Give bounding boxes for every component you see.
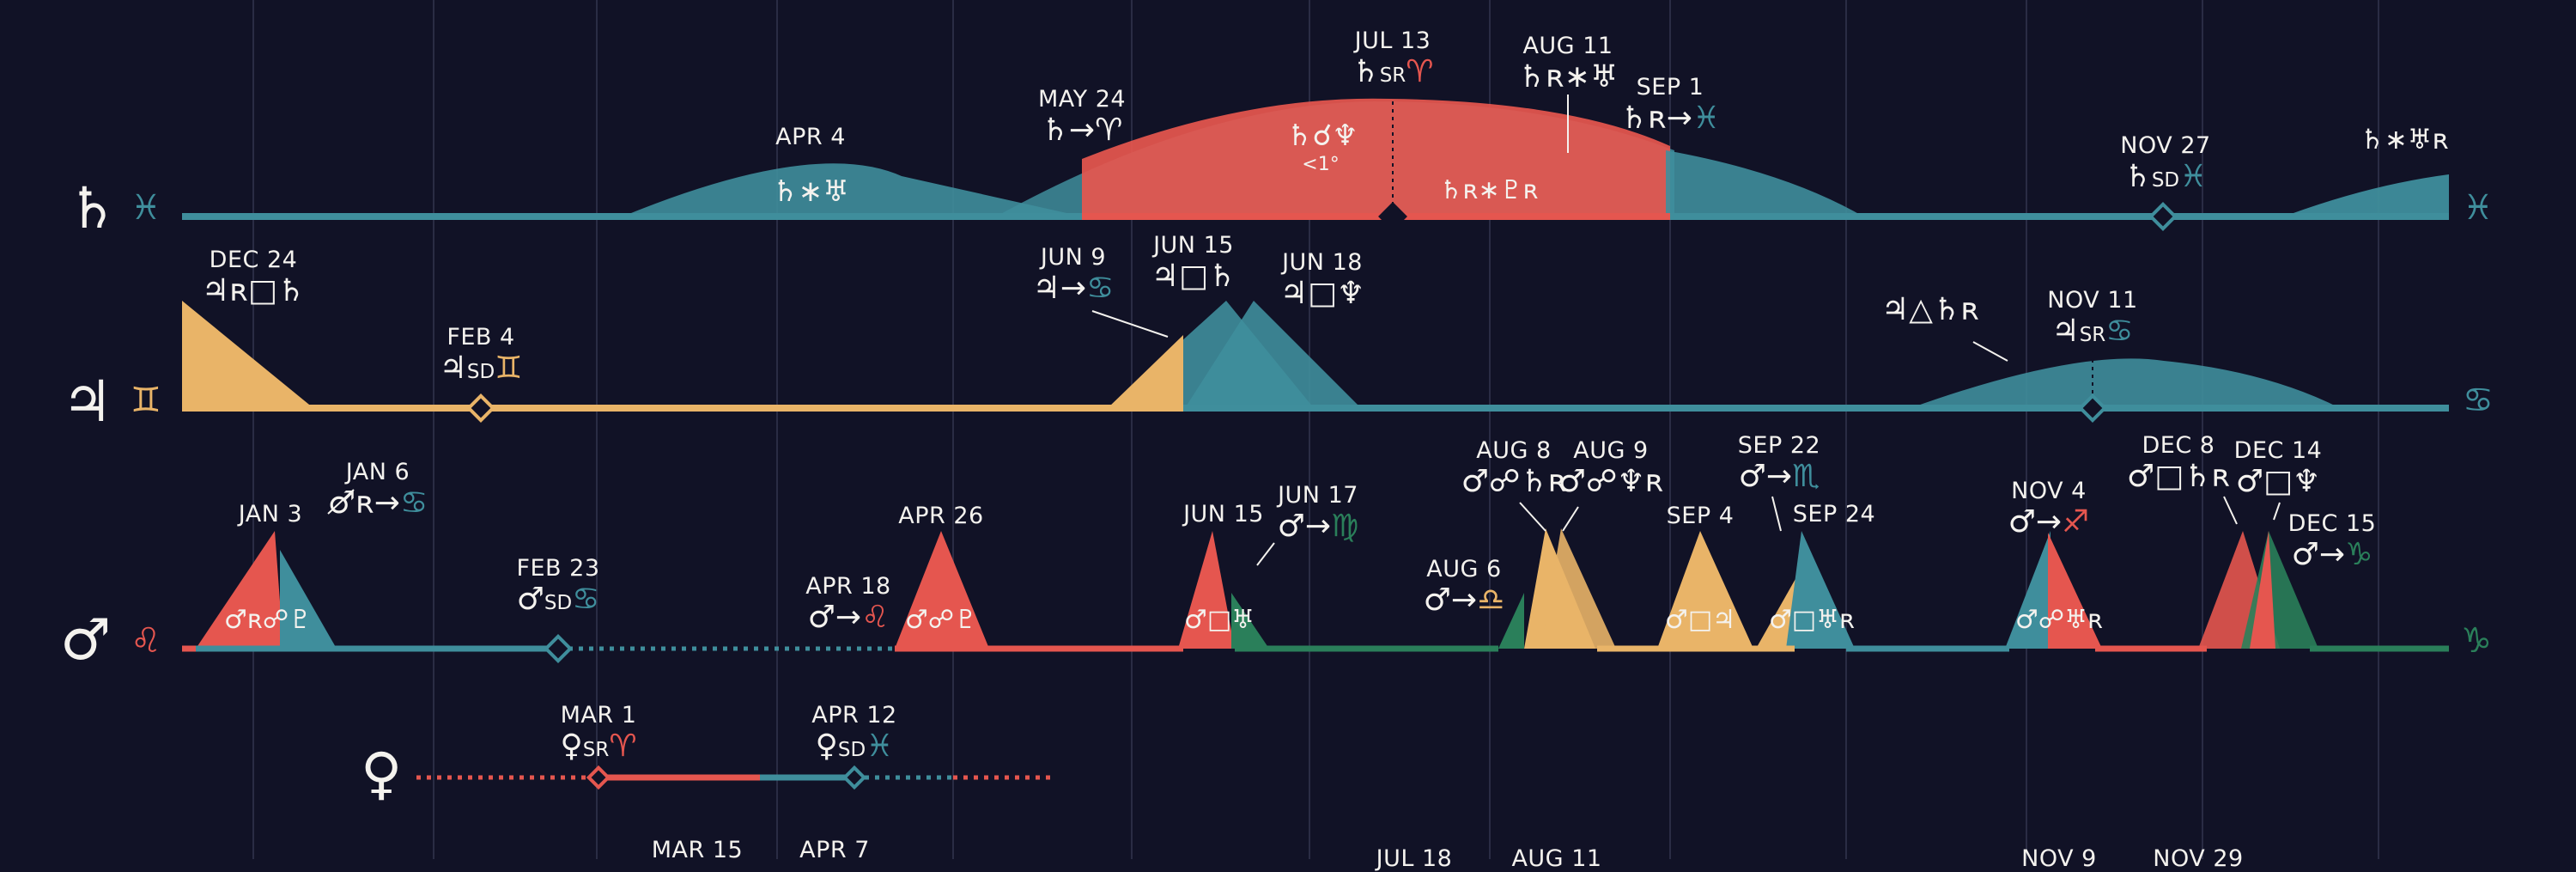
label-bottom-apr7: APR 7 [799, 837, 870, 863]
jupiter-dome [1911, 358, 2340, 408]
label-mars-sep24: SEP 24 [1792, 501, 1876, 527]
mars-nov4-aspect: ♂☍♅ʀ [2014, 605, 2104, 635]
mars-sep4-aspect: ♂□♃ [1664, 605, 1736, 635]
mars-jan3-aspect: ♂ʀ☍♇ [223, 605, 313, 635]
label-sat-sep1: SEP 1 ♄ʀ→♓ [1619, 74, 1721, 137]
label-mars-apr26: APR 26 [898, 503, 984, 529]
mars-apr26-aspect: ♂☍♇ [904, 605, 978, 635]
mars-peak-jan3 [196, 531, 283, 649]
mars-peak-aug-green [1498, 593, 1524, 649]
mars-sign-start: ♌ [131, 621, 161, 661]
venus-track [416, 765, 1052, 790]
label-jup-feb4: FEB 4 ♃SD♊ [439, 324, 523, 387]
label-mars-jun17: JUN 17 ♂→♍ [1277, 482, 1359, 545]
venus-glyph: ♀ [361, 741, 403, 807]
label-jup-trine: ♃△♄ʀ [1881, 292, 1979, 327]
label-jup-nov11: NOV 11 ♃SR♋ [2047, 287, 2138, 350]
label-sat-aug11: AUG 11 ♄ʀ∗♅ [1517, 33, 1619, 95]
label-mars-dec15: DEC 15 ♂→♑ [2287, 510, 2377, 573]
jupiter-peak-2 [1185, 301, 1361, 408]
label-mars-sep22: SEP 22 ♂→♏ [1737, 432, 1821, 495]
mars-sign-end: ♑ [2461, 621, 2492, 661]
jupiter-sd-marker [466, 393, 495, 423]
label-bottom-mar15: MAR 15 [651, 837, 744, 863]
mars-glyph: ♂ [60, 607, 112, 673]
jupiter-sign-end: ♋ [2463, 381, 2494, 420]
label-jup-jun15: JUN 15 ♃□♄ [1151, 232, 1236, 295]
saturn-sd-marker [2148, 202, 2178, 231]
label-jup-jun18: JUN 18 ♃□♆ [1279, 249, 1365, 312]
saturn-sr-marker [1378, 202, 1407, 231]
saturn-conj-note: <1° [1302, 154, 1340, 175]
label-mars-jan6: JAN 6 ♂ʀ→♋ [327, 459, 428, 521]
saturn-conj-aspect: ♄☌♆ [1286, 119, 1358, 153]
mars-peak-nov4-teal [2005, 531, 2050, 649]
mars-peak-apr26 [895, 531, 989, 649]
jupiter-gold-wedge [1108, 335, 1183, 408]
mars-peak-sep24 [1786, 531, 1855, 649]
label-mars-apr18: APR 18 ♂→♌ [805, 573, 891, 636]
saturn-track [182, 95, 2449, 231]
mars-peak-jan3-b [280, 550, 337, 649]
label-ven-apr12: APR 12 ♀SD♓ [811, 702, 897, 765]
mars-sd-marker [544, 634, 573, 663]
jupiter-track [182, 301, 2449, 423]
label-mars-aug9: AUG 9 ♂☍♆ʀ [1558, 437, 1664, 500]
mars-peak-nov4 [2048, 533, 2102, 649]
saturn-apr4-aspect: ♄∗♅ [772, 174, 849, 209]
mars-jun15-aspect: ♂□♅ [1183, 605, 1255, 635]
mars-track [182, 489, 2449, 663]
mars-sep24-aspect: ♂□♅ʀ [1768, 605, 1856, 635]
label-mars-jun15: JUN 15 [1183, 501, 1264, 527]
saturn-sign-end: ♓ [2463, 188, 2494, 228]
label-jup-jun9: JUN 9 ♃→♋ [1032, 244, 1115, 307]
label-mars-sep4: SEP 4 [1666, 503, 1735, 529]
venus-sr-marker [586, 765, 611, 790]
mars-peak-jun15-b [1231, 593, 1269, 649]
label-sat-nov27: NOV 27 ♄SD♓ [2120, 132, 2211, 195]
jupiter-glyph: ♃ [62, 369, 113, 435]
label-jup-dec24: DEC 24 ♃ʀ□♄ [201, 247, 306, 309]
saturn-sextile-aspect: ♄ʀ∗♇ʀ [1439, 175, 1539, 205]
saturn-wave-apr [623, 163, 1082, 216]
saturn-end-aspect: ♄∗♅ʀ [2360, 123, 2449, 155]
label-ven-mar1: MAR 1 ♀SR♈ [560, 702, 637, 765]
label-sat-may24: MAY 24 ♄→♈ [1037, 86, 1127, 149]
saturn-wave-sep [1666, 150, 1863, 216]
label-sat-jul13: JUL 13 ♄SR♈ [1352, 27, 1434, 90]
label-mars-feb23: FEB 23 ♂SD♋ [516, 555, 600, 618]
label-mars-dec14: DEC 14 ♂□♆ [2233, 437, 2323, 500]
mars-peak-dec14-red [2250, 531, 2275, 649]
jupiter-sr-marker [2078, 393, 2107, 423]
saturn-wave-end [2284, 174, 2449, 216]
label-mars-jan3: JAN 3 [238, 501, 303, 527]
label-mars-dec8: DEC 8 ♂□♄ʀ [2126, 432, 2231, 495]
label-mars-aug6: AUG 6 ♂→♎ [1423, 556, 1505, 619]
mars-peak-jun15 [1178, 531, 1235, 649]
jupiter-sign-start: ♊ [131, 381, 161, 420]
saturn-red-dome [1082, 98, 1670, 216]
saturn-sign-start: ♓ [131, 188, 161, 228]
label-mars-nov4: NOV 4 ♂→♐ [2008, 478, 2090, 540]
label-mars-aug8: AUG 8 ♂☍♄ʀ [1461, 437, 1567, 500]
mars-peak-sep4 [1657, 531, 1753, 649]
saturn-glyph: ♄ [67, 175, 118, 241]
mars-peak-aug9 [1541, 528, 1616, 649]
jupiter-wedge-start [182, 301, 313, 408]
label-sat-apr4: APR 4 [775, 124, 846, 150]
venus-sd-marker [841, 765, 867, 790]
